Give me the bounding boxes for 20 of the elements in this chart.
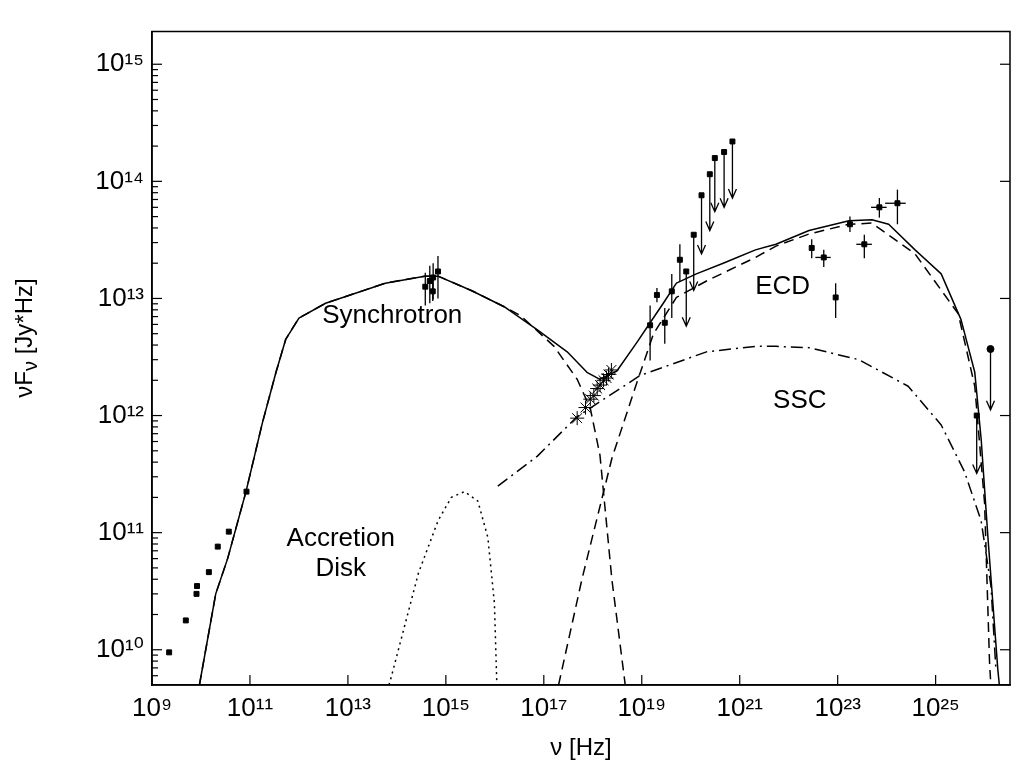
x-axis-title: ν [Hz] [550,733,612,761]
y-tick-label: 10¹⁴ [95,164,144,195]
x-tick-label: 10⁹ [131,691,173,722]
y-tick-label: 10¹⁰ [95,632,144,663]
y-tick-label: 10¹¹ [97,515,145,546]
y-tick-label: 10¹² [97,398,145,429]
annotation: Synchrotron [322,299,463,329]
x-tick-label: 10¹¹ [226,691,274,722]
x-tick-label: 10²⁵ [911,691,960,722]
y-tick-label: 10¹³ [97,281,145,312]
y-tick-label: 10¹⁵ [95,47,144,78]
annotation: ECD [755,269,811,300]
x-tick-label: 10²¹ [716,691,764,722]
x-tick-label: 10¹⁹ [617,691,667,722]
annotation: SSC [773,383,827,414]
x-tick-label: 10¹⁷ [520,691,568,722]
x-tick-label: 10¹³ [324,691,372,722]
x-tick-label: 10²³ [814,691,862,722]
annotation: Accretion Disk [286,522,395,583]
x-tick-label: 10¹⁵ [421,691,471,722]
